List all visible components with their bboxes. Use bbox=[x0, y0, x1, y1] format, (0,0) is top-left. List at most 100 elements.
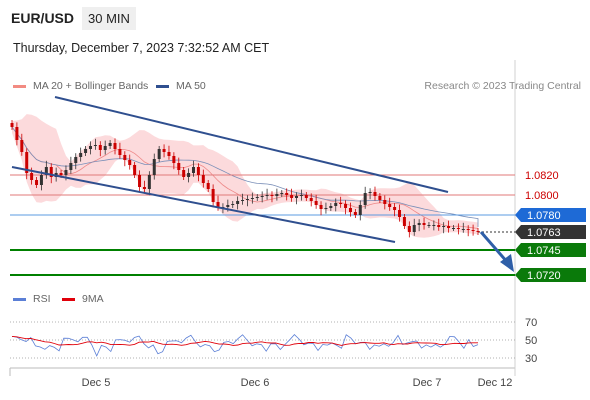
candle-body bbox=[290, 195, 294, 198]
candle-body bbox=[442, 226, 446, 227]
forecast-arrow-shaft bbox=[479, 231, 510, 264]
candle-body bbox=[39, 175, 43, 185]
candle-body bbox=[138, 175, 142, 187]
level-tag-bg-1.0720 bbox=[515, 268, 586, 282]
candle-body bbox=[255, 197, 259, 198]
research-credit: Research © 2023 Trading Central bbox=[424, 80, 581, 92]
candle-body bbox=[476, 231, 480, 232]
rsi-ma-line bbox=[11, 335, 478, 346]
legend-bollinger-swatch bbox=[13, 84, 26, 88]
candle-body bbox=[59, 173, 63, 175]
level-tag-bg-1.0745 bbox=[515, 243, 586, 257]
candle-body bbox=[108, 143, 112, 146]
legend-bollinger: MA 20 + Bollinger Bands bbox=[13, 80, 148, 92]
candle-body bbox=[44, 167, 48, 175]
candle-body bbox=[437, 225, 441, 227]
candle-body bbox=[93, 145, 97, 146]
candle-body bbox=[378, 196, 382, 200]
level-label-1.0780: 1.0780 bbox=[527, 210, 561, 222]
candle-body bbox=[270, 195, 274, 196]
rsi-tick-70: 70 bbox=[525, 317, 537, 329]
candle-body bbox=[123, 155, 127, 160]
legend-rsi-ma-label: 9MA bbox=[82, 293, 104, 305]
legend-rsi-ma: 9MA bbox=[62, 293, 104, 305]
candle-body bbox=[162, 149, 166, 152]
candle-body bbox=[388, 204, 392, 207]
candle-body bbox=[79, 153, 83, 157]
legend-ma50-swatch bbox=[156, 84, 169, 88]
candle-body bbox=[152, 159, 156, 175]
timeframe-badge[interactable]: 30 MIN bbox=[82, 7, 136, 30]
candle-body bbox=[250, 198, 254, 199]
candle-body bbox=[20, 140, 24, 152]
candle-body bbox=[30, 173, 34, 180]
candle-body bbox=[471, 230, 475, 231]
candle-body bbox=[84, 149, 88, 153]
candle-body bbox=[191, 167, 195, 173]
candle-body bbox=[196, 167, 200, 175]
candle-body bbox=[167, 152, 171, 156]
candle-body bbox=[88, 146, 92, 149]
candle-body bbox=[103, 146, 107, 150]
x-tick-label: Dec 12 bbox=[478, 377, 513, 389]
legend-rsi-ma-swatch bbox=[62, 297, 75, 301]
candle-body bbox=[147, 175, 151, 189]
candle-body bbox=[295, 196, 299, 198]
candle-body bbox=[456, 228, 460, 229]
candle-body bbox=[432, 225, 436, 226]
forecast-arrow-head bbox=[500, 254, 514, 272]
candle-body bbox=[466, 229, 470, 230]
level-label-1.0720: 1.0720 bbox=[527, 270, 561, 282]
level-tag-bg-1.0780 bbox=[515, 208, 586, 222]
candle-body bbox=[304, 195, 308, 198]
candle-body bbox=[363, 193, 367, 205]
candle-body bbox=[329, 206, 333, 208]
candle-body bbox=[402, 217, 406, 226]
candle-body bbox=[236, 201, 240, 204]
candle-body bbox=[265, 195, 269, 196]
candle-body bbox=[133, 165, 137, 175]
candle-body bbox=[201, 175, 205, 183]
legend-bollinger-label: MA 20 + Bollinger Bands bbox=[33, 80, 149, 92]
x-tick-label: Dec 6 bbox=[241, 377, 270, 389]
chart-datetime: Thursday, December 7, 2023 7:32:52 AM CE… bbox=[13, 41, 270, 55]
legend-rsi: RSI bbox=[13, 293, 51, 305]
legend-ma50: MA 50 bbox=[156, 80, 206, 92]
candle-body bbox=[128, 160, 132, 165]
candle-body bbox=[118, 149, 122, 155]
candle-body bbox=[226, 205, 230, 207]
candle-body bbox=[427, 225, 431, 226]
candle-body bbox=[15, 127, 19, 140]
candle-body bbox=[324, 208, 328, 209]
legend-rsi-swatch bbox=[13, 297, 26, 301]
channel-lower-line bbox=[11, 166, 396, 243]
candle-body bbox=[113, 143, 117, 149]
candle-body bbox=[275, 194, 279, 196]
candle-body bbox=[98, 145, 102, 150]
candle-body bbox=[393, 207, 397, 210]
candle-body bbox=[334, 203, 338, 206]
level-label-1.0745: 1.0745 bbox=[527, 245, 561, 257]
candle-body bbox=[451, 228, 455, 229]
candle-body bbox=[211, 189, 215, 202]
candle-body bbox=[64, 170, 68, 175]
candle-body bbox=[182, 170, 186, 177]
candle-body bbox=[447, 226, 451, 228]
rsi-line bbox=[11, 334, 479, 357]
candle-body bbox=[241, 200, 245, 201]
candle-body bbox=[353, 212, 357, 215]
candle-body bbox=[245, 199, 249, 200]
bollinger-band bbox=[12, 114, 478, 238]
candle-body bbox=[422, 223, 426, 225]
candle-body bbox=[172, 156, 176, 163]
x-tick-label: Dec 5 bbox=[82, 377, 111, 389]
candle-body bbox=[10, 123, 14, 127]
candle-body bbox=[280, 193, 284, 194]
candle-body bbox=[358, 205, 362, 215]
candle-body bbox=[398, 210, 402, 217]
candle-body bbox=[368, 192, 372, 193]
candle-body bbox=[74, 157, 78, 163]
level-tag-bg-1.0763 bbox=[515, 225, 586, 239]
